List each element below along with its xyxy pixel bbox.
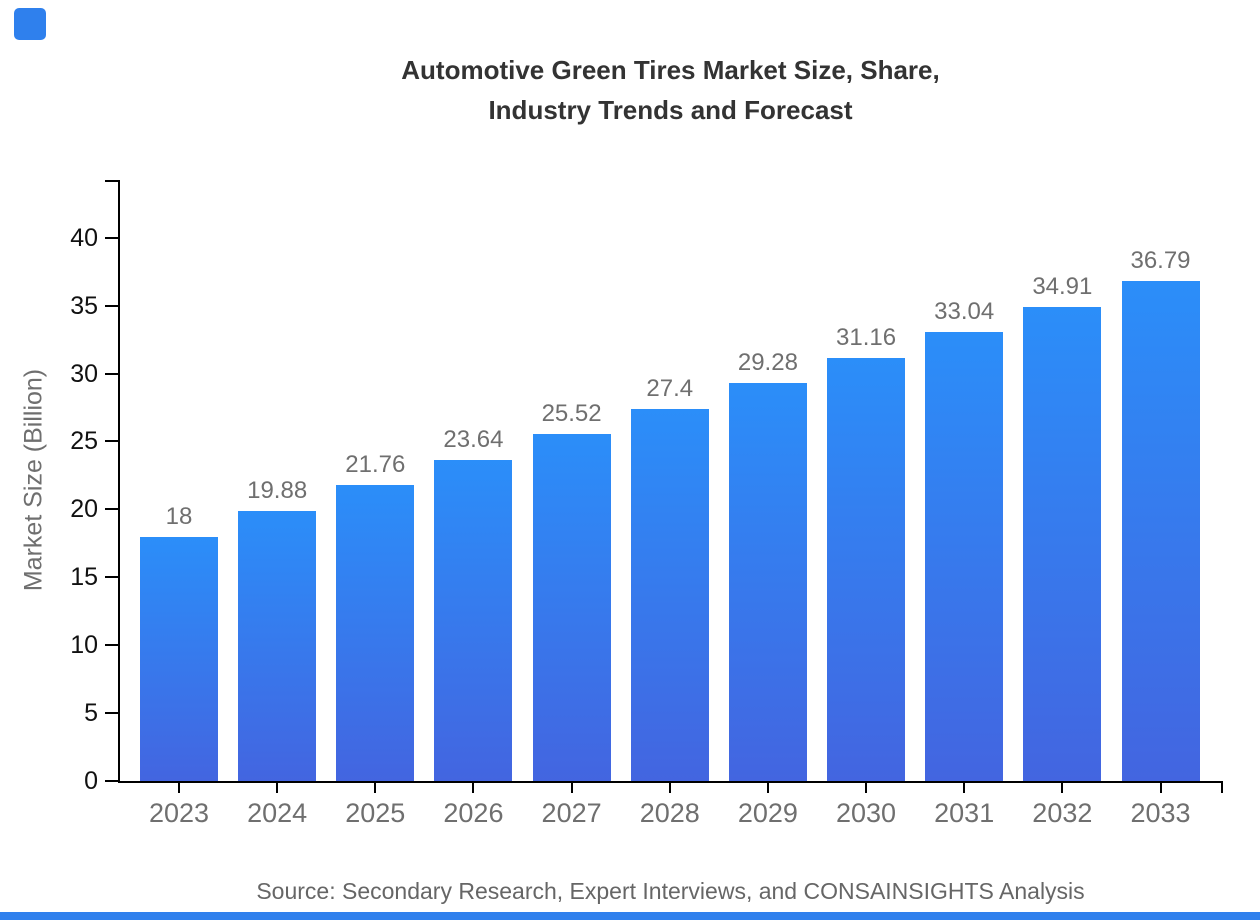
y-axis-tick: [105, 440, 118, 443]
bar: [532, 434, 611, 781]
x-axis-tick: [472, 781, 475, 793]
bottom-accent-bar: [0, 912, 1260, 920]
bar: [728, 383, 807, 781]
bar-value-label: 31.16: [836, 323, 897, 351]
bar-value-label: 34.91: [1032, 272, 1093, 300]
y-axis-tick-label: 25: [70, 427, 98, 456]
x-axis-tick: [276, 781, 279, 793]
bar: [925, 332, 1004, 781]
x-axis-tick: [865, 781, 868, 793]
y-axis-tick: [105, 372, 118, 375]
x-axis-tick: [1159, 781, 1162, 793]
bar-value-label: 33.04: [934, 298, 995, 326]
x-axis-tick-label: 2027: [541, 798, 602, 828]
bar-value-label: 18: [165, 502, 193, 530]
x-axis-tick-label: 2024: [247, 798, 308, 828]
bar: [630, 408, 709, 781]
x-axis-tick-label: 2026: [443, 798, 504, 828]
x-axis-tick-label: 2025: [345, 798, 406, 828]
bar-value-label: 19.88: [247, 477, 308, 504]
x-axis-tick: [963, 781, 966, 793]
x-axis-tick-label: 2028: [639, 798, 700, 828]
y-axis-tick-label: 20: [70, 495, 98, 524]
x-axis-tick: [374, 781, 377, 793]
x-axis-tick: [570, 781, 573, 793]
y-axis-tick: [105, 644, 118, 647]
y-axis-tick-label: 10: [70, 631, 98, 660]
x-axis-tick-label: 2023: [148, 798, 210, 828]
chart-title-line2: Industry Trends and Forecast: [488, 95, 853, 125]
y-axis-tick-label: 40: [70, 223, 98, 252]
bar: [1023, 306, 1102, 781]
plot-area: 0 5 10 15 20 25 30 35 40 18 2023 19.88 2024 21.76 2025…: [70, 180, 1223, 828]
bar: [336, 485, 415, 781]
x-axis-tick: [178, 781, 180, 793]
y-axis-end-tick: [105, 180, 118, 182]
bar: [827, 357, 906, 781]
y-axis-tick: [105, 304, 118, 307]
bar-value-label: 36.79: [1130, 247, 1191, 275]
x-axis-tick-label: 2033: [1130, 798, 1191, 828]
chart-title: Automotive Green Tires Market Size, Shar…: [118, 50, 1223, 130]
bar: [434, 459, 513, 781]
y-axis-tick-label: 35: [70, 291, 98, 320]
bar-value-label: 23.64: [443, 425, 504, 453]
bar-value-label: 25.52: [541, 400, 602, 428]
x-axis-tick: [766, 781, 769, 793]
bar-value-label: 29.28: [737, 349, 798, 377]
y-axis-tick: [105, 508, 118, 511]
y-axis-tick: [105, 576, 118, 579]
y-axis-tick-label: 0: [84, 767, 98, 795]
y-axis-tick: [105, 712, 118, 715]
y-axis-tick-label: 15: [70, 563, 98, 592]
y-axis-tick-label: 30: [70, 359, 98, 388]
y-axis-title: Market Size (Billion): [19, 368, 48, 592]
chart-title-line1: Automotive Green Tires Market Size, Shar…: [401, 55, 940, 85]
bar: [1121, 281, 1200, 781]
x-axis-tick-label: 2031: [934, 798, 995, 828]
x-axis-tick: [668, 781, 671, 793]
bar: [238, 511, 317, 781]
bar-value-label: 27.4: [646, 374, 694, 402]
x-axis-tick-label: 2030: [836, 798, 897, 828]
x-axis-tick-label: 2029: [737, 798, 798, 828]
bar-value-label: 21.76: [345, 451, 406, 479]
y-axis-tick-label: 5: [84, 699, 98, 728]
bar: [140, 536, 218, 781]
source-text: Source: Secondary Research, Expert Inter…: [256, 878, 1085, 904]
x-axis-tick: [1061, 781, 1064, 793]
y-axis-tick: [105, 780, 118, 782]
x-axis-tick-label: 2032: [1032, 798, 1093, 828]
x-axis-end-tick: [1221, 781, 1223, 793]
y-axis-tick: [105, 236, 118, 239]
brand-logo-square: [14, 8, 46, 40]
